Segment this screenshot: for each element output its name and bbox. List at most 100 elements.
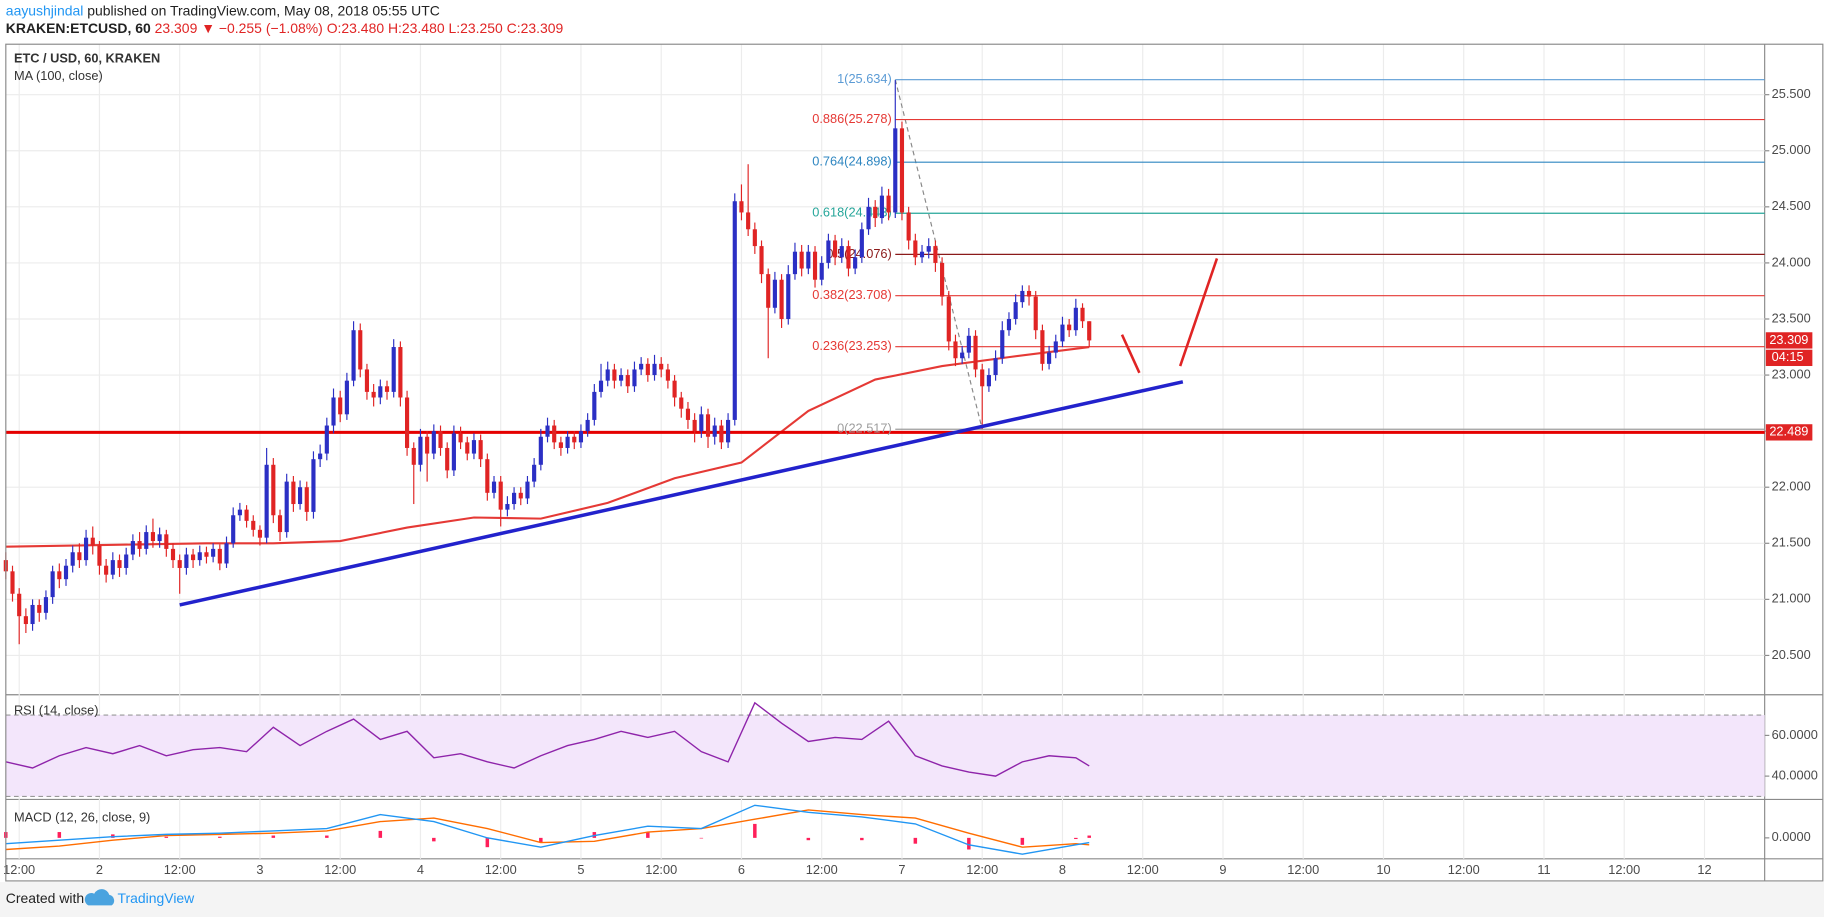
candle-body [632,369,637,387]
candle-body [866,206,871,230]
chart-title: ETC / USD, 60, KRAKEN [14,51,160,66]
candle-body [244,509,249,521]
fib-label: 0(22.517) [837,421,892,436]
candle-body [679,397,684,409]
candle-body [231,515,236,544]
x-tick-label: 5 [577,862,584,877]
candle-body [405,397,410,448]
macd-histogram-bar [1074,837,1078,840]
ma-line [5,345,1090,548]
x-tick-label: 11 [1537,862,1550,877]
candle-body [465,442,470,454]
candle-body [752,229,757,247]
candle-body [558,442,563,448]
candle-body [43,597,49,613]
candle-body [277,515,283,533]
y-tick-label: 23.500 [1772,310,1811,325]
candle-body [471,440,477,454]
candle-body [63,565,69,580]
candle-body [70,552,75,566]
candle-body [271,464,276,516]
candle-body [164,534,169,549]
candle-body [505,504,510,510]
fib-label: 1(25.634) [837,71,892,86]
candle-body [806,251,811,269]
candle-body [90,537,95,546]
footer-band [0,882,1824,917]
last-price-tag: 23.309 [1769,332,1808,347]
candle-body [411,447,416,465]
candle-body [1000,330,1005,359]
chart-layers: 12:00 2 12:00 3 12:00 4 12:00 5 12:00 6 12:00 7 12:0… [3,44,1823,881]
candle-body [639,363,644,370]
x-tick-label: 3 [256,862,263,877]
countdown: 04:15 [1772,349,1804,364]
candle-body [77,552,82,561]
macd-histogram-bar [967,837,971,850]
ma-legend: MA (100, close) [14,68,103,83]
candle-body [612,369,617,381]
macd-histogram-bar [164,836,169,838]
candle-body [973,335,978,370]
author[interactable]: aayushjindal [6,2,84,18]
candle-body [130,541,135,555]
last-price-tag-box [1765,332,1813,349]
candle-body [117,560,122,568]
y-tick-label: 23.000 [1772,366,1811,381]
candle-body [451,433,456,471]
macd-line [5,804,1090,855]
candle-body [398,347,403,398]
candle-body [304,487,309,512]
candle-body [598,380,604,392]
candle-body [344,380,349,415]
candle-body [23,616,28,625]
candle-body [57,571,62,580]
macd-histogram-bar [753,823,757,838]
candle-body [759,246,764,275]
candle-body [940,262,945,297]
x-tick-label: 12:00 [1287,862,1319,877]
candle-body [960,352,965,359]
candle-body [318,453,323,460]
candle-body [726,419,731,443]
candle-body [425,436,430,454]
macd-legend: MACD (12, 26, close, 9) [14,809,150,824]
macd-histogram-bar [57,832,62,838]
published: published on TradingView.com, May 08, 20… [87,2,440,18]
candle-body [826,240,831,263]
candle-body [980,369,985,387]
rsi-legend: RSI (14, close) [14,702,99,717]
footer-brand[interactable]: TradingView [117,890,195,906]
candle-body [351,330,356,381]
candle-body [30,604,35,625]
candle-body [819,262,824,280]
candle-body [431,431,436,454]
candle-body [1047,352,1052,364]
candle-body [211,548,216,557]
candle-body [705,414,711,437]
candle-body [97,545,102,566]
candle-body [659,363,664,370]
candle-body [157,534,162,542]
candle-body [1006,318,1012,331]
candle-body [886,195,891,213]
x-tick-label: 7 [898,862,905,877]
candle-body [438,431,443,448]
x-tick-label: 12:00 [1608,862,1640,877]
candle-body [619,375,624,381]
candle-body [652,363,657,376]
support-price-tag-box [1765,424,1813,441]
candle-body [746,212,751,230]
candle-body [692,419,697,432]
x-tick-label: 12:00 [164,862,196,877]
fib-label: 0.618(24.443) [812,205,892,220]
candle-body [384,386,390,392]
candle-body [324,425,329,454]
candle-body [1026,290,1032,297]
candle-body [418,436,423,465]
candle-body [170,548,176,561]
brand-logo[interactable] [84,889,115,906]
x-tick-label: 4 [417,862,424,877]
